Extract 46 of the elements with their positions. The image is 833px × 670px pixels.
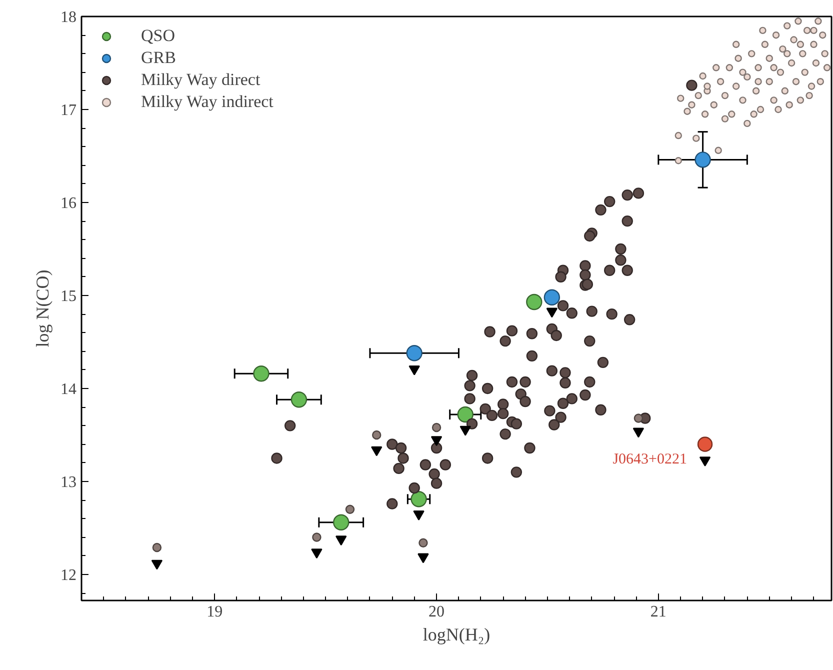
y-tick-label: 17 [60,102,76,119]
point [311,548,322,559]
point [151,560,163,570]
legend-label: Milky Way indirect [141,92,274,112]
point [418,538,428,548]
point [460,426,471,436]
point [336,536,347,546]
point [312,532,322,542]
y-tick-label: 18 [60,9,76,26]
point [632,428,644,438]
y-tick-label: 12 [60,566,76,584]
point [345,504,355,514]
y-axis-title: log N(CO) [32,270,52,348]
point [372,430,382,440]
point [152,542,162,552]
point [413,510,424,520]
point [546,308,558,318]
x-axis-title: logN(H₂) [422,624,490,644]
point [697,436,713,452]
x-tick-label: 19 [206,604,223,620]
point [371,446,382,456]
point [430,436,442,446]
point [432,422,442,432]
point [526,294,542,310]
y-tick-label: 15 [60,288,76,305]
x-tick-label: 21 [650,604,666,620]
legend-label: QSO [141,26,176,46]
y-tick-label: 13 [60,474,76,491]
point [544,289,560,306]
y-tick-label: 14 [60,380,76,398]
y-tick-label: 16 [60,194,76,212]
point [253,366,270,382]
point [694,152,711,168]
point [457,406,474,423]
annotation: J0643+0221 [612,451,688,468]
legend-label: Milky Way direct [141,70,260,90]
point [406,345,422,362]
point [333,514,350,530]
point [418,553,429,564]
point [410,491,427,508]
point [408,365,420,376]
point [290,392,308,408]
legend-label: GRB [141,48,176,68]
point [699,456,711,466]
x-tick-label: 20 [428,604,445,620]
point [634,414,644,423]
